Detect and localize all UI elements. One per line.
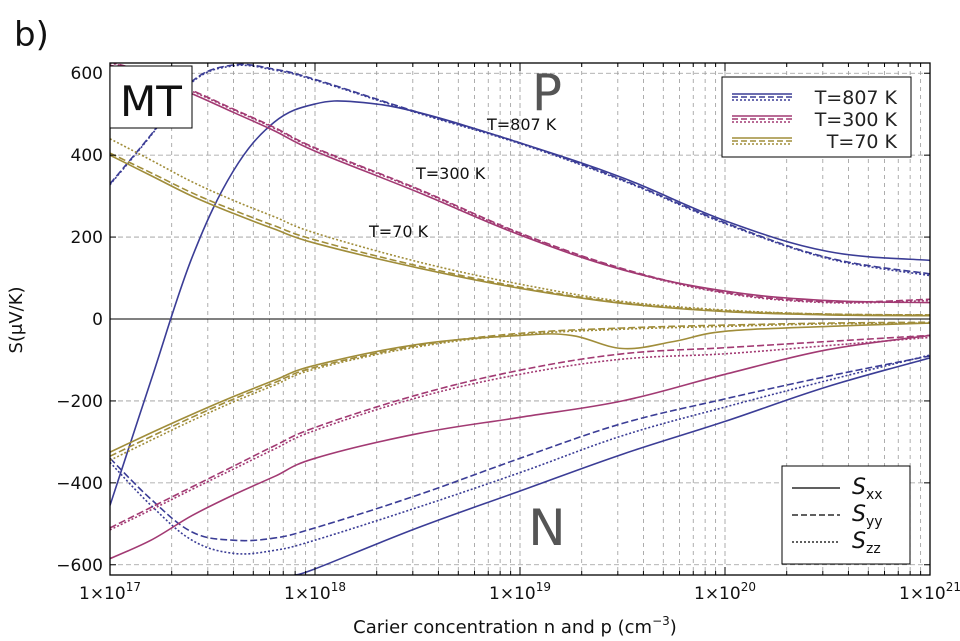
legend-szz-label: Szz <box>852 529 881 557</box>
x-tick-label: 1×1019 <box>489 580 551 604</box>
x-tick-label: 1×1021 <box>899 580 960 604</box>
ticks: 600 400 200 0 −200 −400 −600 1×1017 1×1018 1×1019… <box>56 63 960 604</box>
series-T300-p-Sxx <box>110 64 930 304</box>
y-tick-label: −200 <box>56 392 103 412</box>
series-T807-n-Syy <box>110 355 930 542</box>
component-legend: Sxx Syy Szz <box>781 465 911 565</box>
series-T807-n-Sxx <box>294 357 930 575</box>
legend-sxx-label: Sxx <box>852 475 883 503</box>
t807-annotation: T=807 K <box>486 115 557 134</box>
x-tick-label: 1×1018 <box>284 580 346 604</box>
series-T300-p-Szz <box>110 63 930 304</box>
y-tick-label: −400 <box>56 474 103 494</box>
p-region-label: P <box>532 64 562 122</box>
series-T70-p-Sxx <box>110 154 930 317</box>
y-tick-label: −600 <box>56 556 103 576</box>
series-T807-p-Sxx <box>110 100 930 506</box>
series-T300-n-Sxx <box>110 334 930 560</box>
x-tick-label: 1×1017 <box>79 580 141 604</box>
series-T300-n-Syy <box>110 334 930 529</box>
legend-t70-swatch <box>732 137 792 145</box>
model-label-box <box>109 65 193 129</box>
legend-syy-label: Syy <box>852 502 883 530</box>
series-T70-p-Syy <box>110 152 930 316</box>
legend-t300-swatch <box>732 115 792 123</box>
series-T70-n-Szz <box>110 322 930 462</box>
legend-t807-label: T=807 K <box>814 87 898 109</box>
legend-t70-label: T=70 K <box>826 131 898 153</box>
series-T70-n-Sxx <box>110 322 930 453</box>
temperature-legend: T=807 K T=300 K T=70 K <box>721 76 912 158</box>
series-T70-p-Szz <box>110 138 930 316</box>
y-axis-title: S(μV/K) <box>6 286 27 353</box>
t300-annotation: T=300 K <box>415 164 486 183</box>
y-tick-label: 600 <box>71 64 103 84</box>
t70-annotation: T=70 K <box>368 222 429 241</box>
legend-t300-label: T=300 K <box>814 109 898 131</box>
panel-label: b) <box>14 15 49 55</box>
x-tick-label: 1×1020 <box>694 580 756 604</box>
series-T300-n-Szz <box>110 336 930 531</box>
series-T70-n-Syy <box>110 321 930 457</box>
series-T807-p-Szz <box>110 64 930 277</box>
series-group <box>110 63 930 575</box>
y-tick-label: 400 <box>71 146 103 166</box>
legend-t807-swatch <box>732 93 792 101</box>
y-tick-label: 0 <box>92 310 103 330</box>
series-T300-p-Syy <box>111 63 930 303</box>
x-axis-title: Carier concentration n and p (cm−3) <box>353 614 677 638</box>
n-region-label: N <box>528 499 565 557</box>
model-label: MT <box>120 77 182 126</box>
y-tick-label: 200 <box>71 228 103 248</box>
